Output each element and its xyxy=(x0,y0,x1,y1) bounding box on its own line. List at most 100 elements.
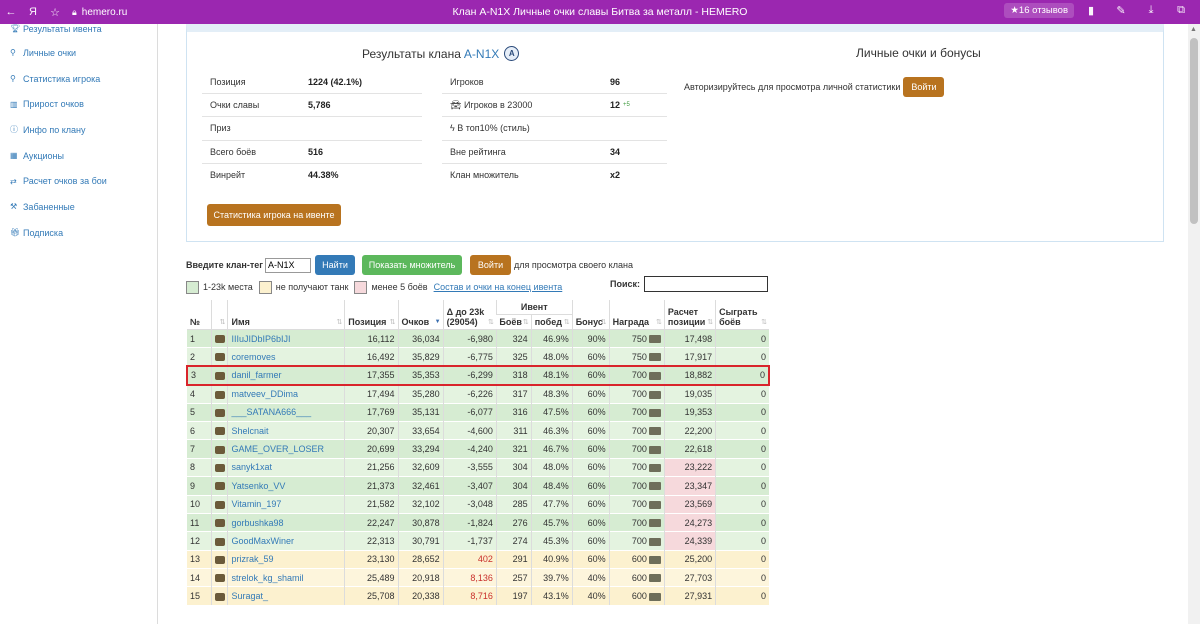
col-battles[interactable]: Боёв xyxy=(496,314,532,330)
sidebar-item-player-stats[interactable]: ⚲ Статистика игрока xyxy=(0,66,157,92)
reward-icon xyxy=(648,537,661,546)
cell-player-name[interactable]: IIIuJIDbIP6bIJI xyxy=(227,328,345,348)
clan-stats-right: Игроков 96 🚘︎ Игроков в 23000 12 +5 ϟ В топ… xyxy=(442,70,667,186)
cell-player-name[interactable]: danil_farmer xyxy=(227,365,345,386)
cell-reward: 700 xyxy=(608,476,665,496)
cell-rank-icon xyxy=(211,420,228,440)
cell-battles: 304 xyxy=(495,457,532,477)
cell-reward: 700 xyxy=(608,420,665,440)
col-position[interactable]: Позиция xyxy=(344,300,399,330)
find-button[interactable]: Найти xyxy=(315,255,356,275)
table-row: 1 IIIuJIDbIP6bIJI 16,112 36,034 -6,980 324 46.… xyxy=(187,328,769,348)
cell-player-name[interactable]: coremoves xyxy=(227,347,345,367)
cell-delta: 8,716 xyxy=(442,586,497,606)
cell-wins: 46.7% xyxy=(530,439,573,459)
players-table: № Имя Позиция Очков Δ до 23k (29054) Иве… xyxy=(186,300,771,606)
protect-icon[interactable]: ✎ xyxy=(1116,5,1126,17)
sidebar-item-banned[interactable]: ⚒ Забаненные xyxy=(0,194,157,220)
stat-row-multiplier: Клан множитель x2 xyxy=(442,162,667,186)
stat-row-unrated: Вне рейтинга 34 xyxy=(442,139,667,163)
search-input[interactable] xyxy=(644,276,769,292)
rank-icon xyxy=(215,574,226,583)
reward-icon xyxy=(648,500,661,509)
reward-icon xyxy=(648,372,661,381)
composition-link[interactable]: Состав и очки на конец ивента xyxy=(433,282,563,292)
cell-bonus: 60% xyxy=(571,512,610,532)
table-row: 4 matveev_DDima 17,494 35,280 -6,226 317 48.3%… xyxy=(187,384,769,404)
col-rank[interactable] xyxy=(211,300,228,330)
reward-icon xyxy=(648,335,661,344)
scroll-up-icon[interactable]: ▲ xyxy=(1190,26,1197,33)
clan-tag-input[interactable] xyxy=(265,257,312,273)
clan-tag-link[interactable]: A-N1X xyxy=(463,46,500,61)
col-points[interactable]: Очков xyxy=(397,300,444,330)
yandex-logo-icon[interactable]: Я xyxy=(29,6,37,18)
cell-player-name[interactable]: GAME_OVER_LOSER xyxy=(227,439,345,459)
col-num[interactable]: № xyxy=(187,300,212,330)
sidebar-item-event-results[interactable]: 🏆︎ Результаты ивента xyxy=(0,24,157,40)
rank-icon xyxy=(215,372,226,381)
cell-points: 33,654 xyxy=(397,420,444,440)
col-play-battles[interactable]: Сыграть боёв xyxy=(715,300,769,330)
cell-player-name[interactable]: gorbushka98 xyxy=(227,512,345,532)
col-wins[interactable]: побед xyxy=(530,314,573,330)
reward-value: 700 xyxy=(631,499,647,510)
col-name[interactable]: Имя xyxy=(227,300,345,330)
reward-icon xyxy=(648,519,661,528)
cell-num: 14 xyxy=(187,568,212,587)
cell-player-name[interactable]: Shelcnait xyxy=(227,420,345,440)
col-delta[interactable]: Δ до 23k (29054) xyxy=(442,300,497,330)
reviews-badge[interactable]: ★16 отзывов xyxy=(1004,3,1074,18)
sidebar-item-clan-info[interactable]: ⓘ Инфо по клану xyxy=(0,117,157,143)
address-bar[interactable]: 🔒︎ hemero.ru xyxy=(72,7,127,18)
sidebar-item-personal-points[interactable]: ⚲ Личные очки xyxy=(0,40,157,66)
cell-num: 1 xyxy=(187,328,212,348)
cell-bonus: 60% xyxy=(571,531,610,551)
table-row: 12 GoodMaxWiner 22,313 30,791 -1,737 274 45.3%… xyxy=(187,531,769,551)
cell-position: 21,582 xyxy=(344,494,399,514)
cell-calc-position: 18,882 xyxy=(663,365,716,386)
cell-play-battles: 0 xyxy=(715,328,769,348)
col-bonus[interactable]: Бонус xyxy=(571,300,610,330)
cell-player-name[interactable]: Yatsenko_VV xyxy=(227,476,345,496)
sidebar-item-points-calc[interactable]: ⇄ Расчет очков за бои xyxy=(0,168,157,194)
cell-position: 21,256 xyxy=(344,457,399,477)
personal-login-button[interactable]: Войти xyxy=(903,77,945,97)
cell-play-battles: 0 xyxy=(715,494,769,514)
cell-num: 15 xyxy=(187,586,212,606)
star-icon[interactable]: ☆ xyxy=(50,6,60,19)
cell-player-name[interactable]: prizrak_59 xyxy=(227,549,345,569)
cell-rank-icon xyxy=(211,512,228,532)
clan-login-button[interactable]: Войти xyxy=(470,255,512,275)
scroll-thumb[interactable] xyxy=(1190,38,1198,224)
player-event-stats-button[interactable]: Статистика игрока на ивенте xyxy=(207,204,341,226)
cell-battles: 316 xyxy=(495,402,532,422)
col-calc-position[interactable]: Расчет позиции xyxy=(663,300,716,330)
bookmark-icon[interactable]: ▮ xyxy=(1087,5,1095,17)
cell-player-name[interactable]: Suragat_ xyxy=(227,586,345,606)
page-scrollbar[interactable]: ▲ xyxy=(1188,24,1200,624)
sidebar-item-points-growth[interactable]: ▥ Прирост очков xyxy=(0,91,157,117)
clan-login-hint: для просмотра своего клана xyxy=(514,260,633,270)
cell-position: 16,492 xyxy=(344,347,399,367)
hammer-icon: ⚒ xyxy=(10,202,18,212)
cell-calc-position: 22,200 xyxy=(663,420,716,440)
cell-player-name[interactable]: ___SATANA666___ xyxy=(227,402,345,422)
sidebar-item-auctions[interactable]: ▦ Аукционы xyxy=(0,143,157,169)
cell-rank-icon xyxy=(211,531,228,551)
cell-player-name[interactable]: strelok_kg_shamil xyxy=(227,568,345,587)
cell-play-battles: 0 xyxy=(715,512,769,532)
cell-player-name[interactable]: Vitamin_197 xyxy=(227,494,345,514)
rank-icon xyxy=(215,335,226,344)
cell-reward: 750 xyxy=(608,328,665,348)
show-multiplier-button[interactable]: Показать множитель xyxy=(362,255,463,275)
cell-player-name[interactable]: GoodMaxWiner xyxy=(227,531,345,551)
download-icon[interactable]: ⤓ xyxy=(1148,4,1154,16)
translate-icon[interactable]: ⧉ xyxy=(1177,4,1185,16)
cell-player-name[interactable]: matveev_DDima xyxy=(227,384,345,404)
back-arrow-icon[interactable]: ← xyxy=(5,6,17,18)
reward-value: 750 xyxy=(631,351,647,362)
sidebar-item-subscription[interactable]: 🎁︎ Подписка xyxy=(0,220,157,246)
col-reward[interactable]: Награда xyxy=(608,300,665,330)
cell-player-name[interactable]: sanyk1xat xyxy=(227,457,345,477)
